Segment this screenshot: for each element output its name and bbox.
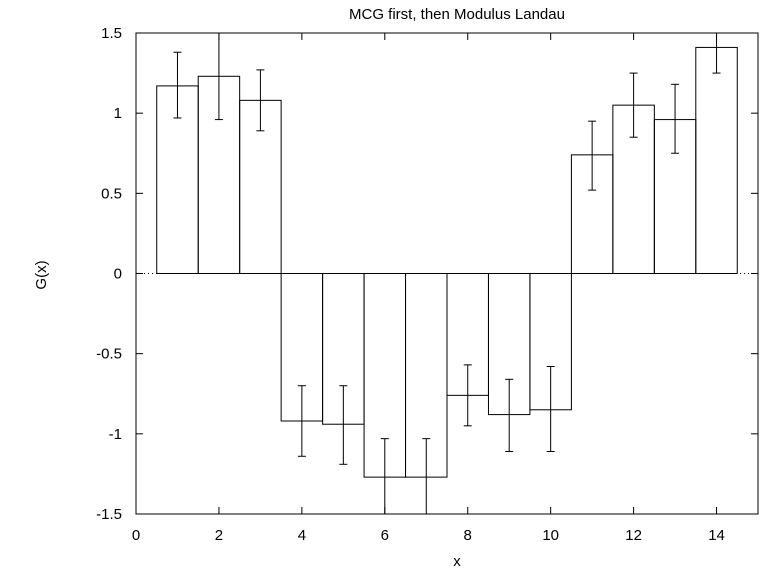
y-tick-label: 0.5 — [101, 185, 122, 202]
y-tick-label: -1.5 — [96, 506, 122, 523]
x-tick-label: 10 — [542, 527, 559, 544]
x-axis-label: x — [453, 553, 461, 569]
x-tick-label: 12 — [625, 527, 642, 544]
x-tick-label: 4 — [298, 527, 306, 544]
bar — [695, 46, 738, 275]
x-tick-label: 6 — [381, 527, 389, 544]
y-tick-label: -0.5 — [96, 346, 122, 363]
x-tick-label: 14 — [708, 527, 725, 544]
x-tick-label: 2 — [215, 527, 223, 544]
plot-area: 0 2 4 6 8 10 12 14 -1.5 -1 -0.5 0 0.5 1 1.5 — [96, 25, 759, 544]
chart-title: MCG first, then Modulus Landau — [349, 6, 565, 23]
y-tick-label: 1 — [114, 105, 122, 122]
y-tick-label: 0 — [114, 266, 122, 283]
y-tick-label: -1 — [109, 426, 122, 443]
y-tick-label: 1.5 — [101, 25, 122, 42]
x-tick-label: 0 — [132, 527, 140, 544]
y-axis-label: G(x) — [33, 260, 50, 289]
x-tick-label: 8 — [464, 527, 472, 544]
